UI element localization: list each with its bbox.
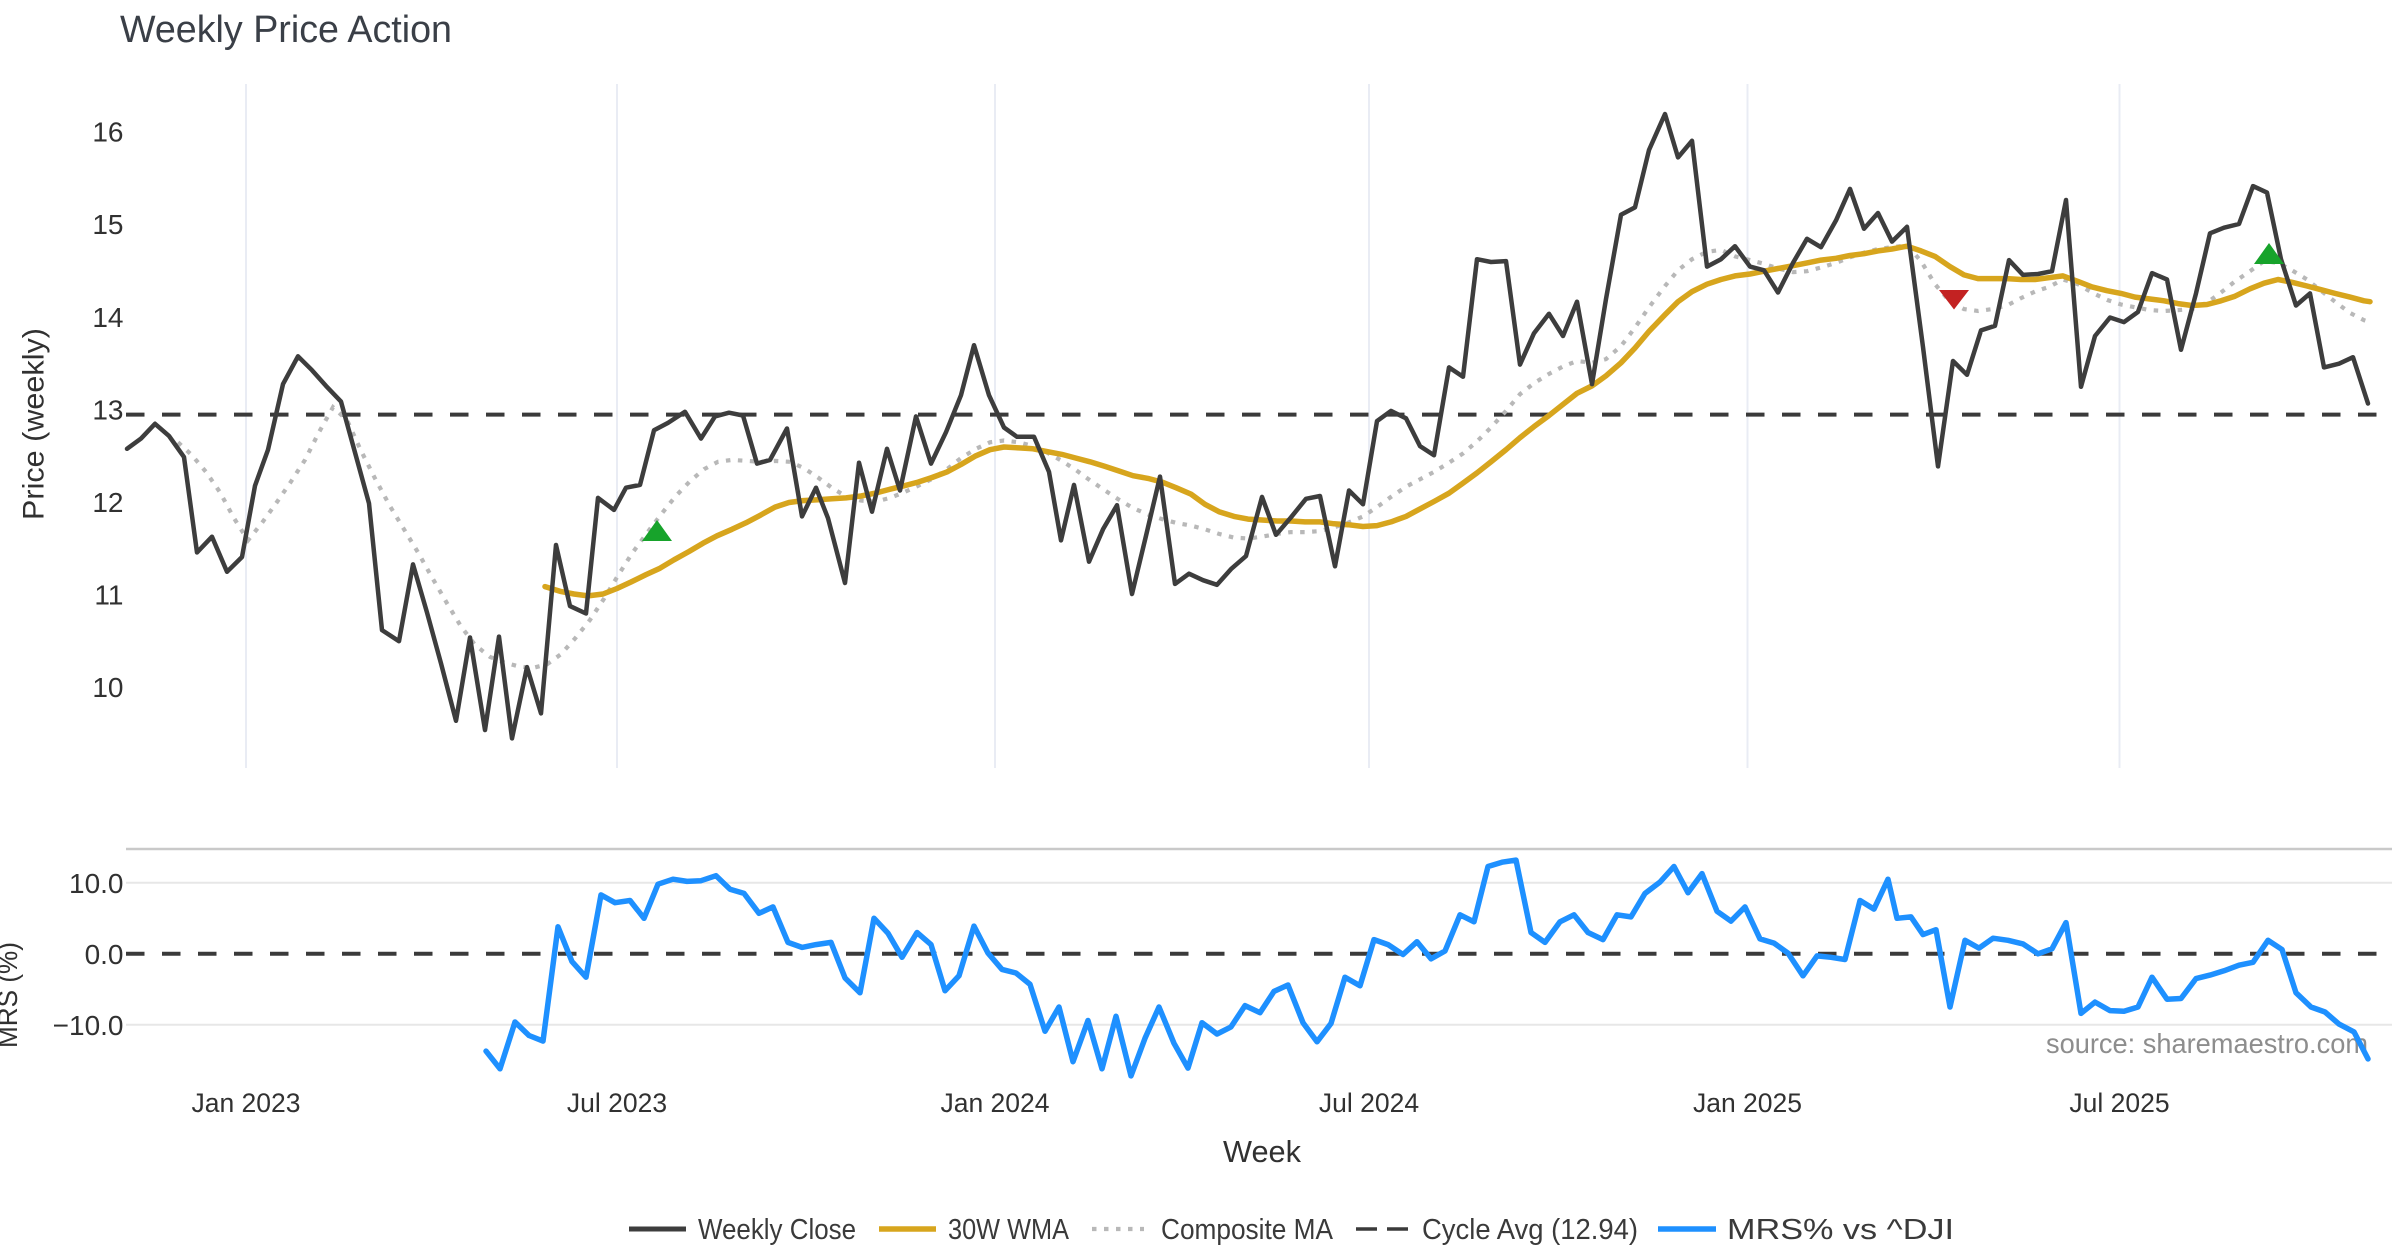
svg-text:−10.0: −10.0: [53, 1010, 124, 1041]
svg-text:10: 10: [92, 672, 123, 703]
svg-text:Weekly Close: Weekly Close: [698, 1214, 856, 1246]
svg-text:0.0: 0.0: [85, 939, 124, 970]
svg-text:Cycle Avg (12.94): Cycle Avg (12.94): [1422, 1214, 1638, 1246]
svg-text:Jan 2025: Jan 2025: [1693, 1088, 1802, 1118]
svg-text:MRS (%): MRS (%): [0, 942, 23, 1048]
svg-text:11: 11: [94, 579, 123, 610]
svg-text:12: 12: [92, 487, 123, 518]
svg-text:Jan 2023: Jan 2023: [191, 1088, 300, 1118]
svg-text:16: 16: [92, 117, 123, 148]
svg-text:Weekly Price Action: Weekly Price Action: [120, 9, 452, 51]
svg-text:MRS% vs ^DJI: MRS% vs ^DJI: [1727, 1214, 1954, 1246]
svg-text:Composite MA: Composite MA: [1161, 1214, 1334, 1246]
svg-text:15: 15: [92, 209, 123, 240]
svg-text:Jul 2025: Jul 2025: [2069, 1088, 2169, 1118]
svg-text:Jan 2024: Jan 2024: [940, 1088, 1049, 1118]
svg-text:Jul 2024: Jul 2024: [1319, 1088, 1419, 1118]
svg-text:13: 13: [92, 394, 123, 425]
svg-text:Week: Week: [1223, 1134, 1301, 1169]
svg-text:Jul 2023: Jul 2023: [567, 1088, 667, 1118]
svg-text:source: sharemaestro.com: source: sharemaestro.com: [2046, 1028, 2368, 1059]
svg-text:10.0: 10.0: [69, 868, 124, 899]
svg-text:Price (weekly): Price (weekly): [18, 328, 51, 520]
svg-text:14: 14: [92, 302, 123, 333]
svg-text:30W WMA: 30W WMA: [948, 1214, 1070, 1246]
